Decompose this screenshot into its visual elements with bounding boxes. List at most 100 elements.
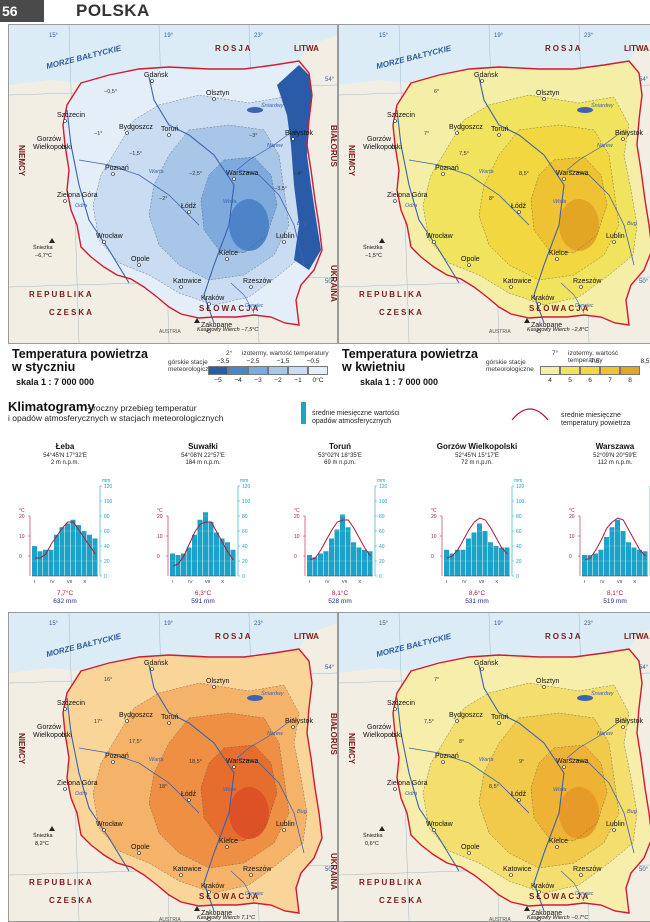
legend-top-value: −0,5 <box>306 358 320 365</box>
station-altitude: 112 m n.p.m. <box>597 460 633 466</box>
precip-bar <box>444 549 449 576</box>
river-label: Bug <box>297 809 308 815</box>
precip-bar <box>449 553 455 576</box>
city-label: Toruń <box>491 714 509 721</box>
legend-january-scale: skala 1 : 7 000 000 <box>16 377 95 387</box>
isotherm-label: 7° <box>424 131 429 137</box>
parallel-label: 50° <box>639 279 649 285</box>
city-label: Kraków <box>531 295 555 302</box>
poland-border <box>62 648 323 914</box>
snezka-label: Śnieżka <box>363 831 384 839</box>
city-marker <box>63 787 67 791</box>
mm-tick: 80 <box>104 514 110 520</box>
city-label: Toruń <box>161 126 179 133</box>
parallel-label: 54° <box>639 77 649 83</box>
legend-value: −4 <box>234 377 242 384</box>
precip-bar <box>197 519 203 576</box>
river-label: Warta <box>149 757 164 763</box>
precip-bar <box>598 549 604 576</box>
city-label: Opole <box>461 256 480 263</box>
neighbor-label: SŁOWACJA <box>199 892 260 901</box>
neighbor-label: NIEMCY <box>347 733 356 765</box>
city-marker <box>517 210 521 214</box>
city-label: Gorzów <box>367 724 392 731</box>
snezka-label: Śnieżka <box>33 831 54 839</box>
river-label: Śniardwy <box>261 102 285 109</box>
climatogram-0: Łeba 54°45′N 17°32′E 2 m n.p.m. 0 20 40 60 80 10… <box>10 440 120 610</box>
precip-bar <box>609 527 615 576</box>
mm-tick: 100 <box>104 499 113 505</box>
mm-tick: 100 <box>516 499 525 505</box>
river-narew <box>236 717 295 759</box>
city-label: Łódź <box>181 791 197 798</box>
month-label: I <box>446 579 447 584</box>
isotherm-label: −3,5° <box>274 186 287 192</box>
city-label: Białystok <box>285 130 314 137</box>
city-label: Rzeszów <box>243 866 272 873</box>
river-label: Wisła <box>223 787 236 793</box>
neighbor-label: CZESKA <box>379 896 424 905</box>
lake-sniardwy <box>247 107 263 113</box>
legend-april-sample-iso: 7° <box>552 350 559 357</box>
mm-tick: 20 <box>104 559 110 565</box>
temp-unit: °C <box>569 508 575 514</box>
precip-bar <box>471 532 477 576</box>
city-marker <box>111 760 115 764</box>
mm-unit: mm <box>377 478 385 484</box>
city-label: Wrocław <box>96 233 124 240</box>
month-label: I <box>584 579 585 584</box>
river-label: Dunajec <box>245 891 264 897</box>
river-bug <box>238 757 305 854</box>
month-label: X <box>221 579 224 584</box>
city-marker <box>225 845 229 849</box>
river-narew <box>566 717 625 759</box>
legend-curve-swatch <box>511 408 549 421</box>
isotherm-label: 8,5° <box>489 784 499 790</box>
river-label: Narew <box>597 143 614 149</box>
legend-value: −2 <box>274 377 282 384</box>
river-warta <box>408 159 530 226</box>
city-label: Zakopane <box>201 322 232 329</box>
snezka-value: 8,2°C <box>35 841 49 847</box>
city-marker <box>537 890 541 894</box>
precip-bar <box>192 534 197 576</box>
legend-top-value: −1,5 <box>276 358 290 365</box>
precip-bar <box>482 531 488 576</box>
mm-tick: 120 <box>242 484 251 490</box>
mm-tick: 40 <box>104 544 110 550</box>
neighbor-label: REPUBLIKA <box>359 878 424 887</box>
temp-tick: 0 <box>294 554 297 560</box>
city-label: Zakopane <box>201 910 232 917</box>
city-marker <box>232 765 236 769</box>
station-mean-temp: 6,3°C <box>194 590 212 597</box>
month-label: VII <box>205 579 211 584</box>
river-vistula <box>478 76 565 324</box>
river-label: Dunajec <box>245 303 264 309</box>
river-dunajec <box>560 870 585 902</box>
climatogram-2: Toruń 53°02′N 18°35′E 69 m n.p.m. 0 20 40 60 80… <box>285 440 395 610</box>
precip-bar <box>499 547 504 576</box>
isotherm-label: 17,5° <box>129 739 142 745</box>
city-marker <box>562 177 566 181</box>
month-label: X <box>358 579 361 584</box>
river-narew <box>566 129 625 171</box>
precip-bar <box>65 523 70 576</box>
city-marker <box>291 137 295 141</box>
precip-bar <box>307 555 312 576</box>
city-marker <box>393 119 397 123</box>
city-label: Kraków <box>201 883 225 890</box>
month-label: IV <box>50 579 54 584</box>
isotherm-label: 16° <box>104 677 112 683</box>
legend-april-isotherm: izotermy, wartość temperatury <box>568 350 619 364</box>
city-marker <box>555 845 559 849</box>
meridian-label: 19° <box>494 33 504 39</box>
parallel-label: 54° <box>639 665 649 671</box>
isotherm-label: 8,5° <box>519 171 529 177</box>
city-marker <box>102 828 106 832</box>
city-marker <box>612 240 616 244</box>
mm-tick: 40 <box>379 544 385 550</box>
city-label: Wielkopolski <box>33 732 72 739</box>
isotherm-label: 7,5° <box>424 719 434 725</box>
river-label: Wisła <box>223 199 236 205</box>
city-label: Katowice <box>503 866 532 873</box>
